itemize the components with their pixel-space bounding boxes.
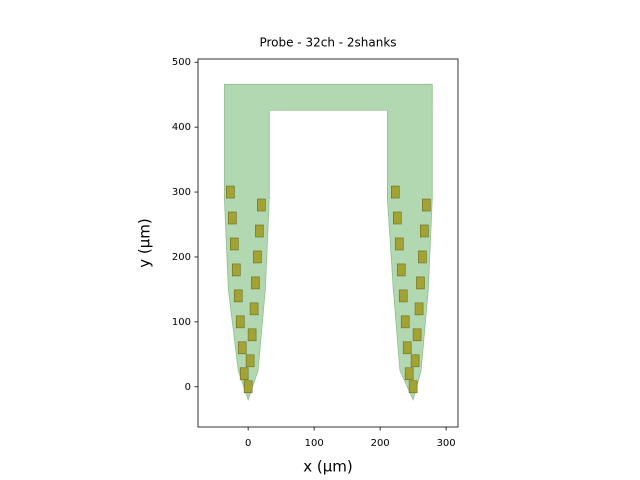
contact xyxy=(245,354,255,368)
x-tick-label: 200 xyxy=(371,438,390,449)
contact xyxy=(233,289,243,303)
y-tick-label: 200 xyxy=(172,252,191,263)
contact xyxy=(412,328,422,342)
contact xyxy=(253,250,262,264)
y-tick-label: 500 xyxy=(172,57,191,68)
contact xyxy=(408,380,418,394)
contact xyxy=(391,185,400,199)
contact xyxy=(402,341,412,355)
y-tick-label: 0 xyxy=(185,382,191,393)
contact xyxy=(243,380,253,394)
contact xyxy=(414,302,424,316)
x-axis-label: x (μm) xyxy=(303,458,353,476)
contact xyxy=(400,315,410,329)
contact xyxy=(229,237,239,251)
contact xyxy=(418,250,427,264)
y-tick-label: 400 xyxy=(172,122,191,133)
contact xyxy=(422,198,431,212)
contact xyxy=(235,315,245,329)
contact xyxy=(420,224,429,238)
x-tick-label: 300 xyxy=(437,438,456,449)
contact xyxy=(228,211,237,225)
contact xyxy=(398,289,408,303)
contact xyxy=(410,354,420,368)
contact xyxy=(237,341,247,355)
contact xyxy=(396,263,406,277)
x-tick-label: 100 xyxy=(305,438,324,449)
y-tick-label: 300 xyxy=(172,187,191,198)
y-tick-label: 100 xyxy=(172,317,191,328)
contact xyxy=(257,198,266,212)
contact xyxy=(249,302,259,316)
contact xyxy=(239,367,249,381)
contact xyxy=(394,237,404,251)
y-axis-label: y (μm) xyxy=(136,218,154,268)
contact xyxy=(226,185,235,199)
x-tick-label: 0 xyxy=(245,438,251,449)
contact xyxy=(255,224,264,238)
contact xyxy=(392,211,402,225)
contact xyxy=(404,367,414,381)
contact xyxy=(231,263,241,277)
contact xyxy=(416,276,425,290)
chart-title: Probe - 32ch - 2shanks xyxy=(259,36,396,50)
contact xyxy=(247,328,257,342)
axes-frame xyxy=(197,58,459,428)
contact xyxy=(251,276,260,290)
